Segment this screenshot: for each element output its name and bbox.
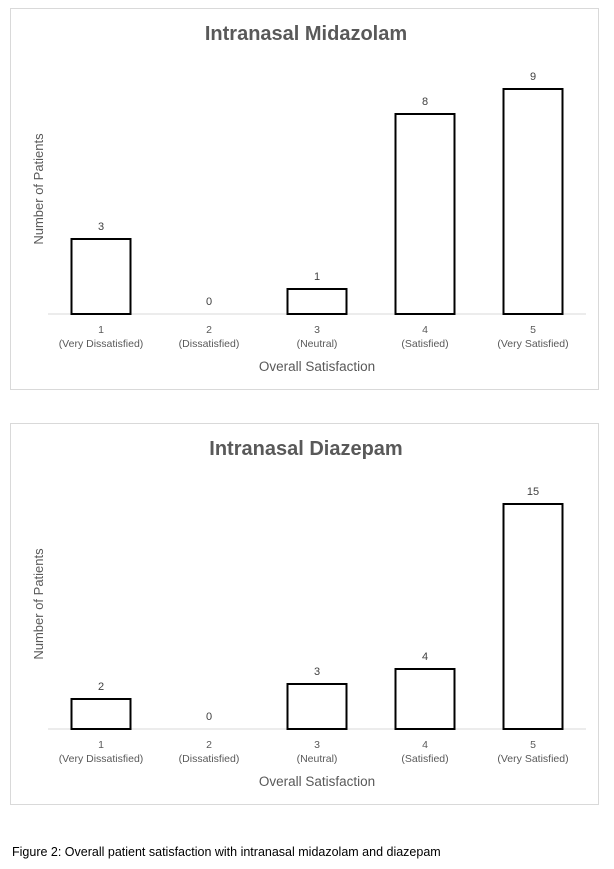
x-tick-sublabel: (Dissatisfied) <box>179 753 240 765</box>
data-label: 2 <box>98 681 104 693</box>
x-tick-sublabel: (Very Satisfied) <box>497 753 568 765</box>
data-label: 15 <box>527 486 539 498</box>
x-tick-label: 2 <box>206 739 212 751</box>
bar <box>70 698 132 730</box>
x-tick-label: 5 <box>530 739 536 751</box>
data-label: 3 <box>314 666 320 678</box>
x-tick-label: 1 <box>98 324 104 336</box>
chart-title: Intranasal Midazolam <box>205 23 407 45</box>
bar <box>286 683 348 730</box>
chart-midazolam: Intranasal Midazolam Number of Patients 3 1… <box>31 23 586 374</box>
bar <box>502 503 564 730</box>
x-tick-label: 4 <box>422 739 428 751</box>
x-tick-sublabel: (Very Dissatisfied) <box>59 338 144 350</box>
chart-title: Intranasal Diazepam <box>209 438 402 460</box>
x-tick-sublabel: (Satisfied) <box>401 753 448 765</box>
data-label: 4 <box>422 651 428 663</box>
data-label: 1 <box>314 271 320 283</box>
x-tick-sublabel: (Very Dissatisfied) <box>59 753 144 765</box>
chart-panel-diazepam: Intranasal Diazepam Number of Patients 2 1 (… <box>10 423 599 805</box>
x-tick-label: 3 <box>314 324 320 336</box>
x-tick-label: 4 <box>422 324 428 336</box>
x-tick-sublabel: (Dissatisfied) <box>179 338 240 350</box>
bar <box>70 238 132 315</box>
y-axis-label: Number of Patients <box>31 548 46 660</box>
x-tick-label: 1 <box>98 739 104 751</box>
x-axis-label: Overall Satisfaction <box>259 359 375 374</box>
x-tick-label: 5 <box>530 324 536 336</box>
x-tick-label: 2 <box>206 324 212 336</box>
bar <box>502 88 564 315</box>
x-tick-sublabel: (Satisfied) <box>401 338 448 350</box>
chart-diazepam: Intranasal Diazepam Number of Patients 2 1 (… <box>31 438 586 789</box>
bar <box>394 113 456 315</box>
x-tick-sublabel: (Neutral) <box>297 753 338 765</box>
x-tick-sublabel: (Neutral) <box>297 338 338 350</box>
chart-panel-midazolam: Intranasal Midazolam Number of Patients 3 1… <box>10 8 599 390</box>
figure-caption: Figure 2: Overall patient satisfaction w… <box>12 845 441 859</box>
x-tick-sublabel: (Very Satisfied) <box>497 338 568 350</box>
data-label: 3 <box>98 221 104 233</box>
data-label: 0 <box>206 711 212 723</box>
x-tick-label: 3 <box>314 739 320 751</box>
data-label: 8 <box>422 96 428 108</box>
x-axis-label: Overall Satisfaction <box>259 774 375 789</box>
data-label: 0 <box>206 296 212 308</box>
bar <box>394 668 456 730</box>
data-label: 9 <box>530 71 536 83</box>
y-axis-label: Number of Patients <box>31 133 46 245</box>
bar <box>286 288 348 315</box>
